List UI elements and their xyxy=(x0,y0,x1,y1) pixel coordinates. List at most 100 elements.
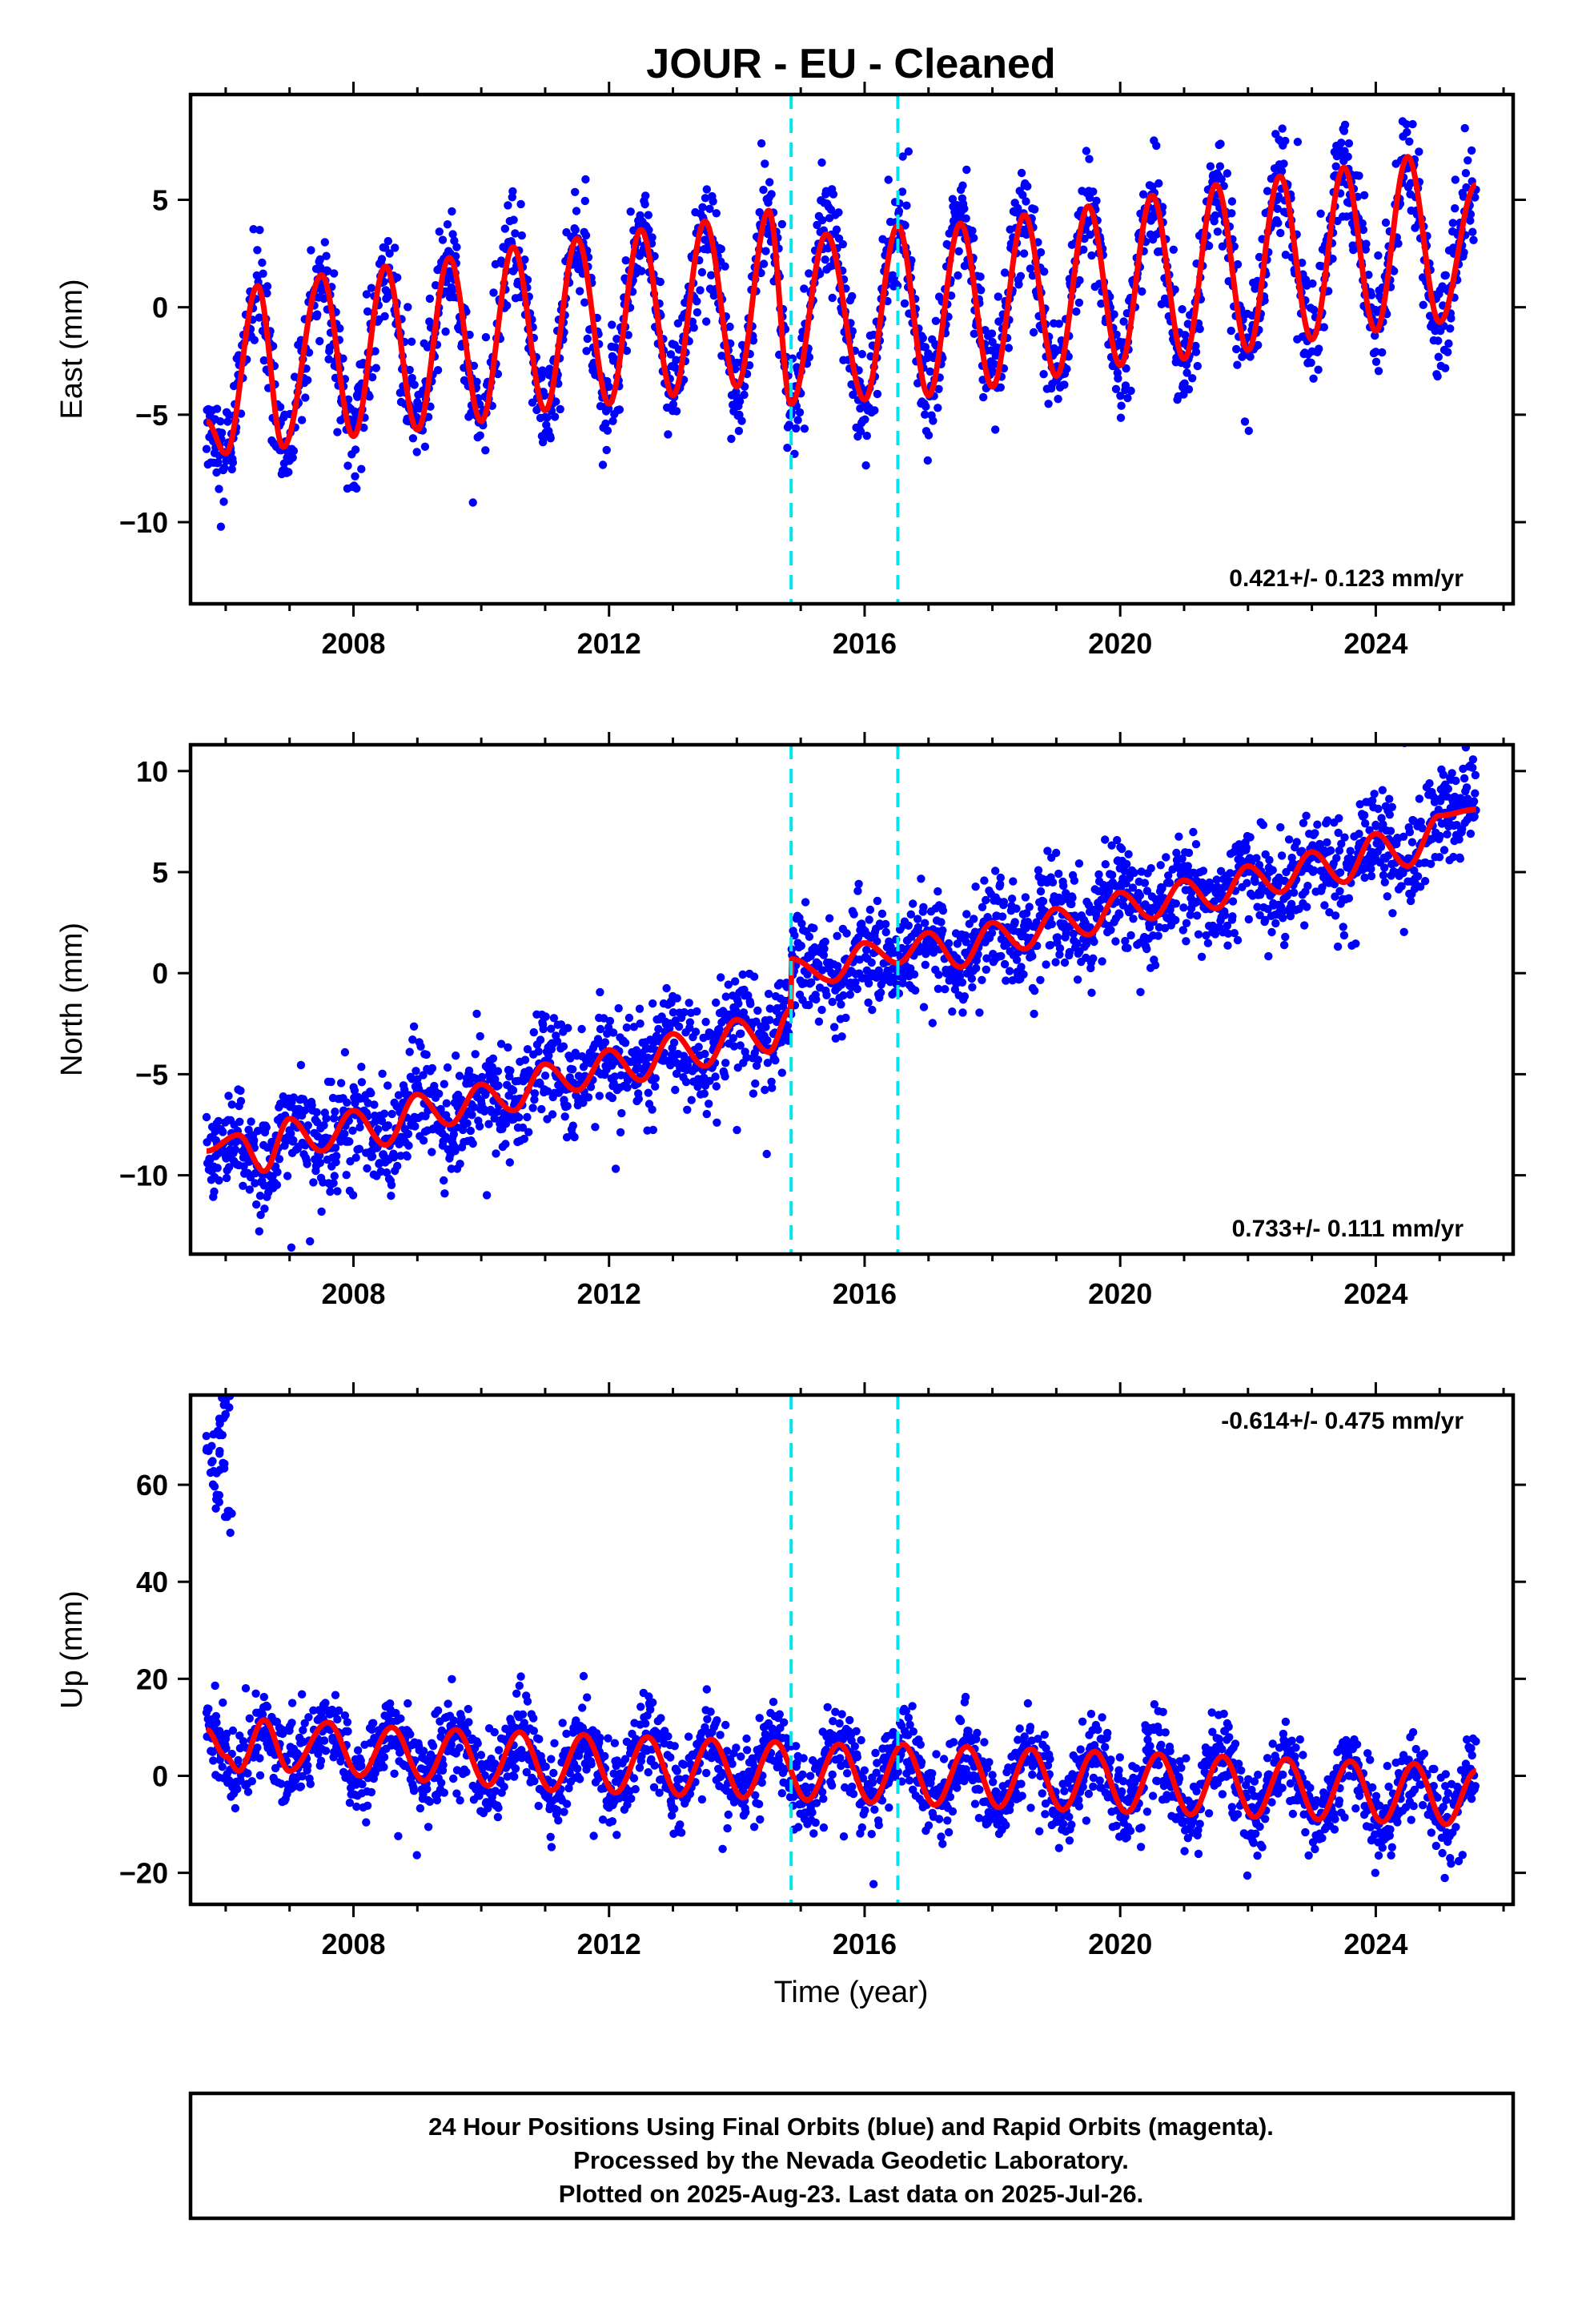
data-point xyxy=(440,1176,448,1185)
data-point xyxy=(1443,784,1453,794)
data-point xyxy=(617,1108,626,1118)
data-point xyxy=(978,975,986,985)
data-point xyxy=(809,923,818,933)
data-point xyxy=(426,402,435,411)
data-point xyxy=(523,1045,532,1054)
data-point xyxy=(854,879,863,889)
data-point xyxy=(691,1027,701,1036)
data-point xyxy=(245,1185,254,1194)
plot-area xyxy=(202,117,1480,531)
data-point xyxy=(685,1018,695,1027)
data-point xyxy=(749,336,758,345)
data-point xyxy=(1403,127,1411,137)
data-point xyxy=(1466,829,1476,838)
data-point xyxy=(468,1139,477,1148)
data-point xyxy=(1415,794,1424,803)
data-point xyxy=(1116,392,1125,400)
data-point xyxy=(1467,146,1476,155)
data-point xyxy=(215,1176,223,1185)
data-point xyxy=(1289,888,1299,897)
data-point xyxy=(367,372,377,382)
data-point xyxy=(1199,866,1208,875)
data-point xyxy=(762,1149,771,1159)
data-point xyxy=(1331,162,1340,171)
data-point xyxy=(307,246,315,255)
data-point xyxy=(405,365,414,375)
data-point xyxy=(1274,219,1283,227)
data-point xyxy=(1379,870,1388,880)
data-point xyxy=(1441,364,1450,372)
data-point xyxy=(438,235,448,244)
data-point xyxy=(504,201,512,210)
data-point xyxy=(393,1161,402,1171)
data-point xyxy=(1335,887,1344,896)
data-point xyxy=(727,434,736,444)
data-point xyxy=(570,1132,579,1142)
data-point xyxy=(734,999,743,1008)
data-point xyxy=(735,397,745,406)
data-point xyxy=(1281,136,1290,146)
data-point xyxy=(614,1003,623,1013)
data-point xyxy=(1182,919,1191,928)
data-point xyxy=(1184,385,1194,394)
data-point xyxy=(253,1127,263,1136)
data-point xyxy=(721,1072,729,1081)
data-point xyxy=(387,1109,396,1119)
data-point xyxy=(387,1192,396,1200)
data-point xyxy=(1215,162,1225,171)
data-point xyxy=(697,267,707,277)
data-point xyxy=(528,1104,537,1112)
data-point xyxy=(958,1008,967,1017)
data-point xyxy=(1383,892,1392,901)
data-point xyxy=(382,1168,391,1177)
data-point xyxy=(1012,904,1021,913)
data-point xyxy=(370,1100,379,1109)
data-point xyxy=(211,1681,219,1691)
data-point xyxy=(1018,191,1027,199)
data-point xyxy=(1320,901,1329,910)
data-point xyxy=(1316,209,1325,218)
data-point xyxy=(428,1063,437,1073)
data-point xyxy=(381,243,390,252)
data-point xyxy=(622,1023,632,1032)
data-point xyxy=(456,1160,464,1168)
data-point xyxy=(970,234,978,243)
data-point xyxy=(605,1016,615,1026)
data-point xyxy=(329,1179,338,1188)
data-point xyxy=(552,397,560,406)
data-point xyxy=(948,1007,957,1016)
data-point xyxy=(702,1109,711,1119)
data-point xyxy=(1444,339,1453,348)
model-curve xyxy=(204,806,1479,1174)
data-point xyxy=(764,989,773,999)
data-point xyxy=(805,352,814,362)
data-point xyxy=(1443,348,1452,356)
data-point xyxy=(812,995,821,1004)
data-point xyxy=(241,1684,251,1693)
data-point xyxy=(1242,843,1251,852)
data-point xyxy=(343,1098,351,1108)
data-point xyxy=(1344,139,1354,148)
data-point xyxy=(476,1031,484,1041)
y-tick-label: 0 xyxy=(152,957,168,990)
data-point xyxy=(1405,827,1415,837)
data-point xyxy=(1079,245,1088,254)
data-point xyxy=(1191,348,1201,356)
data-point xyxy=(1121,381,1130,390)
data-point xyxy=(1115,911,1124,919)
y-tick-label: 5 xyxy=(152,856,168,889)
data-point xyxy=(954,271,962,280)
data-point xyxy=(601,419,610,428)
data-point xyxy=(503,301,512,310)
data-point xyxy=(1343,152,1352,161)
data-point xyxy=(1130,868,1138,878)
data-point xyxy=(523,1112,532,1122)
data-point xyxy=(1427,859,1435,869)
axes-frame xyxy=(188,92,1516,606)
data-point xyxy=(239,1181,247,1191)
data-point xyxy=(967,974,977,983)
data-point xyxy=(640,199,649,209)
data-point xyxy=(600,1038,610,1047)
data-point xyxy=(576,287,584,296)
data-point xyxy=(496,1039,506,1048)
